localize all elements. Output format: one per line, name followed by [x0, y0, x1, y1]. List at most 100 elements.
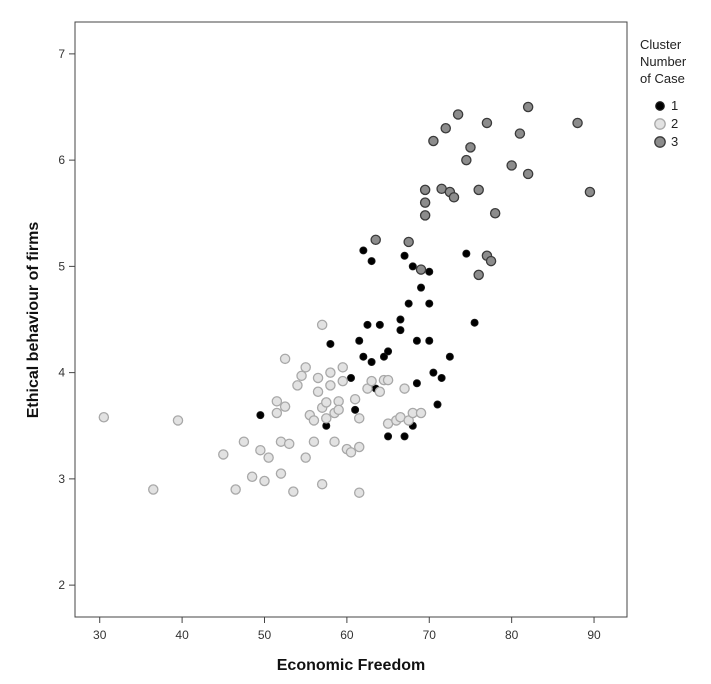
data-point-cluster-2: [337, 375, 349, 387]
data-point-cluster-2: [415, 407, 427, 419]
data-point-cluster-3: [584, 186, 596, 198]
x-tick-label: 70: [423, 628, 437, 642]
data-point-cluster-2: [255, 444, 266, 456]
y-tick-label: 3: [58, 472, 65, 486]
data-point-cluster-3: [440, 123, 451, 134]
data-point-cluster-2: [238, 436, 250, 447]
x-tick-label: 40: [175, 628, 189, 642]
data-points: [98, 101, 596, 498]
data-point-cluster-2: [399, 383, 410, 394]
x-tick-label: 80: [505, 628, 519, 642]
y-tick-label: 5: [58, 259, 65, 273]
data-point-cluster-2: [374, 386, 386, 397]
data-point-cluster-3: [506, 160, 517, 171]
x-tick-label: 90: [587, 628, 601, 642]
data-point-cluster-3: [419, 197, 431, 208]
data-point-cluster-3: [448, 192, 460, 203]
data-point-cluster-2: [321, 413, 332, 424]
data-point-cluster-1: [384, 347, 393, 356]
data-point-cluster-3: [419, 210, 431, 221]
data-point-cluster-1: [445, 352, 454, 361]
data-point-cluster-2: [279, 401, 291, 412]
data-point-cluster-1: [425, 267, 434, 276]
data-point-cluster-1: [359, 246, 368, 255]
data-point-cluster-3: [481, 117, 493, 129]
data-point-cluster-2: [325, 380, 336, 391]
data-point-cluster-1: [470, 318, 479, 327]
legend-items: 1 2 3: [654, 98, 678, 149]
data-point-cluster-1: [412, 379, 421, 388]
legend-marker-1: [655, 101, 665, 111]
legend-title-line-1: Cluster: [640, 37, 682, 52]
data-point-cluster-2: [218, 449, 229, 460]
data-point-cluster-1: [425, 336, 434, 345]
data-point-cluster-2: [353, 413, 365, 424]
data-point-cluster-2: [366, 375, 377, 387]
y-tick-label: 6: [58, 153, 65, 167]
data-point-cluster-1: [425, 299, 434, 308]
data-point-cluster-1: [400, 251, 409, 260]
legend-label-3: 3: [671, 134, 678, 149]
data-point-cluster-3: [419, 184, 431, 196]
data-point-cluster-2: [98, 411, 110, 423]
data-point-cluster-1: [429, 368, 438, 377]
data-point-cluster-1: [355, 336, 364, 345]
data-point-cluster-2: [246, 471, 258, 482]
data-point-cluster-2: [325, 367, 336, 378]
data-point-cluster-2: [321, 397, 332, 408]
legend-title-line-2: Number: [640, 54, 687, 69]
legend-label-1: 1: [671, 98, 678, 113]
data-point-cluster-2: [279, 353, 291, 365]
data-point-cluster-2: [382, 374, 394, 386]
data-point-cluster-3: [489, 207, 501, 219]
data-point-cluster-3: [461, 154, 472, 166]
data-point-cluster-2: [353, 441, 365, 453]
data-point-cluster-2: [300, 362, 311, 373]
data-point-cluster-3: [485, 255, 497, 267]
data-point-cluster-3: [370, 234, 381, 246]
data-point-cluster-1: [412, 336, 421, 345]
data-point-cluster-3: [522, 101, 534, 113]
data-point-cluster-2: [230, 484, 241, 495]
data-point-cluster-3: [522, 168, 534, 180]
data-point-cluster-2: [288, 486, 299, 497]
data-point-cluster-1: [375, 320, 384, 329]
data-point-cluster-2: [349, 393, 361, 405]
plot-area: [74, 21, 628, 618]
data-point-cluster-1: [367, 357, 376, 366]
data-point-cluster-2: [308, 436, 320, 447]
legend-title-line-3: of Case: [640, 71, 685, 86]
data-point-cluster-3: [514, 128, 526, 139]
data-point-cluster-3: [473, 269, 484, 281]
data-point-cluster-3: [415, 264, 427, 275]
data-point-cluster-3: [428, 135, 439, 147]
data-point-cluster-3: [403, 236, 414, 248]
data-point-cluster-1: [400, 432, 409, 441]
data-point-cluster-1: [379, 352, 388, 361]
data-point-cluster-2: [263, 452, 274, 463]
data-point-cluster-3: [465, 142, 476, 153]
data-point-cluster-1: [433, 400, 442, 409]
data-point-cluster-2: [345, 447, 357, 458]
x-tick-label: 50: [258, 628, 272, 642]
x-axis-title: Economic Freedom: [277, 657, 425, 674]
data-point-cluster-1: [367, 257, 376, 266]
data-point-cluster-2: [283, 438, 295, 450]
data-point-cluster-1: [363, 320, 372, 329]
data-point-cluster-2: [300, 452, 311, 463]
legend-label-2: 2: [671, 116, 678, 131]
data-point-cluster-1: [359, 352, 368, 361]
data-point-cluster-1: [384, 432, 393, 441]
data-point-cluster-1: [256, 411, 265, 420]
data-point-cluster-1: [437, 373, 446, 382]
legend-marker-2: [654, 118, 666, 130]
data-point-cluster-3: [452, 109, 464, 120]
y-axis: 2 3 4 5 6 7: [58, 47, 75, 592]
data-point-cluster-2: [337, 362, 349, 373]
y-tick-label: 2: [58, 578, 65, 592]
data-point-cluster-2: [353, 487, 365, 498]
data-point-cluster-2: [271, 407, 283, 419]
data-point-cluster-2: [329, 436, 340, 447]
data-point-cluster-1: [326, 339, 335, 348]
